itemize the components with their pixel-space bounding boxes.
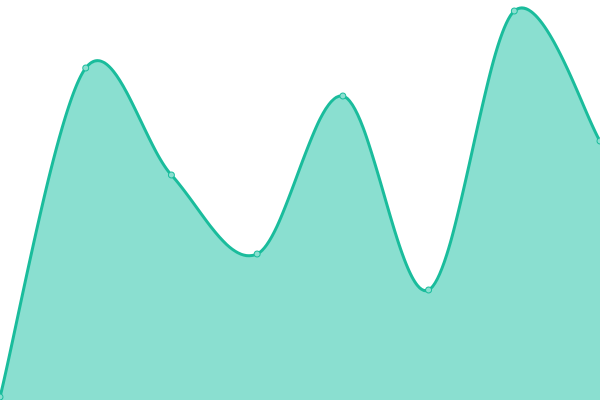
data-point-0[interactable] <box>0 393 4 400</box>
data-point-7[interactable] <box>596 137 600 145</box>
data-point-3[interactable] <box>253 250 261 258</box>
data-point-1[interactable] <box>82 64 90 72</box>
data-point-2[interactable] <box>167 171 175 179</box>
data-point-4[interactable] <box>339 92 347 100</box>
data-point-5[interactable] <box>425 286 433 294</box>
data-point-6[interactable] <box>510 7 518 15</box>
area-fill <box>0 8 600 400</box>
